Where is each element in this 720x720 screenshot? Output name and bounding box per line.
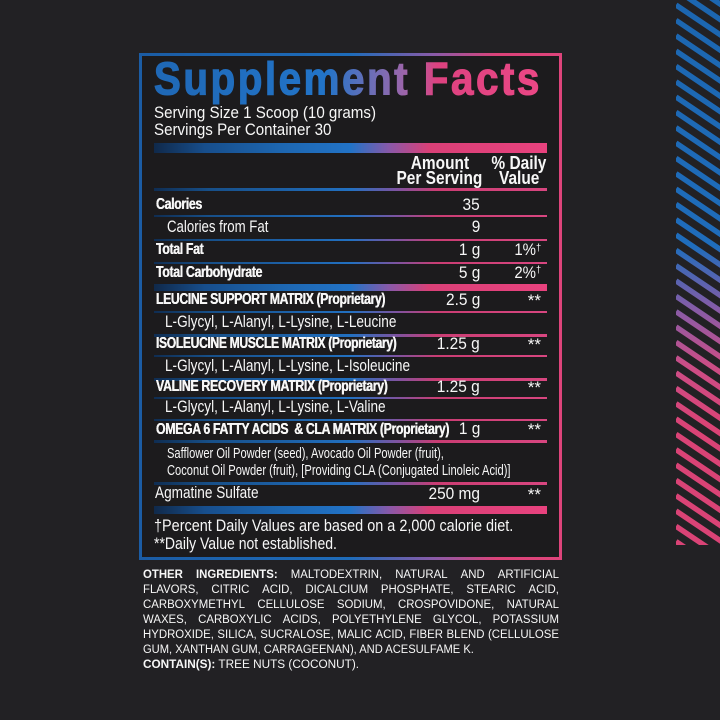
svg-text:Supplement Facts: Supplement Facts bbox=[154, 54, 542, 105]
